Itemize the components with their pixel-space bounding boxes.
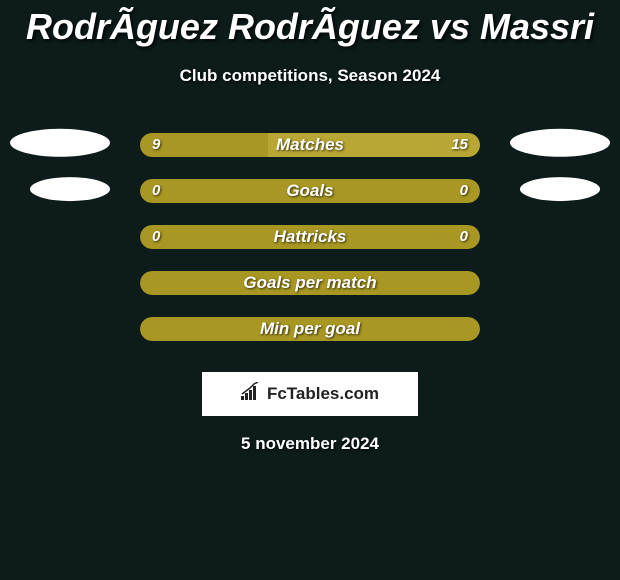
stat-bar: 00Hattricks [140, 225, 480, 249]
stat-value-right: 15 [451, 133, 468, 157]
stat-row: Goals per match [0, 260, 620, 306]
bar-fill [140, 179, 480, 203]
bar-right-fill [268, 133, 481, 157]
page-title: RodrÃ­guez RodrÃ­guez vs Massri [0, 0, 620, 48]
bar-fill [140, 271, 480, 295]
date-text: 5 november 2024 [0, 434, 620, 454]
stat-bar: 00Goals [140, 179, 480, 203]
stat-row: 00Goals [0, 168, 620, 214]
stat-bar: Min per goal [140, 317, 480, 341]
avatar-right [510, 129, 610, 157]
stat-row: 00Hattricks [0, 214, 620, 260]
avatar-right [520, 177, 600, 201]
logo-box: FcTables.com [202, 372, 418, 416]
avatar-left [10, 129, 110, 157]
bar-fill [140, 317, 480, 341]
stat-value-left: 0 [152, 225, 160, 249]
bar-fill [140, 225, 480, 249]
stat-value-left: 9 [152, 133, 160, 157]
stat-row: 915Matches [0, 122, 620, 168]
stat-value-left: 0 [152, 179, 160, 203]
subtitle: Club competitions, Season 2024 [0, 66, 620, 86]
stat-row: Min per goal [0, 306, 620, 352]
stats-rows: 915Matches00Goals00HattricksGoals per ma… [0, 122, 620, 352]
stat-value-right: 0 [460, 225, 468, 249]
barchart-icon [241, 382, 263, 407]
logo-text: FcTables.com [267, 384, 379, 404]
stat-bar: Goals per match [140, 271, 480, 295]
stat-value-right: 0 [460, 179, 468, 203]
avatar-left [30, 177, 110, 201]
stat-bar: 915Matches [140, 133, 480, 157]
